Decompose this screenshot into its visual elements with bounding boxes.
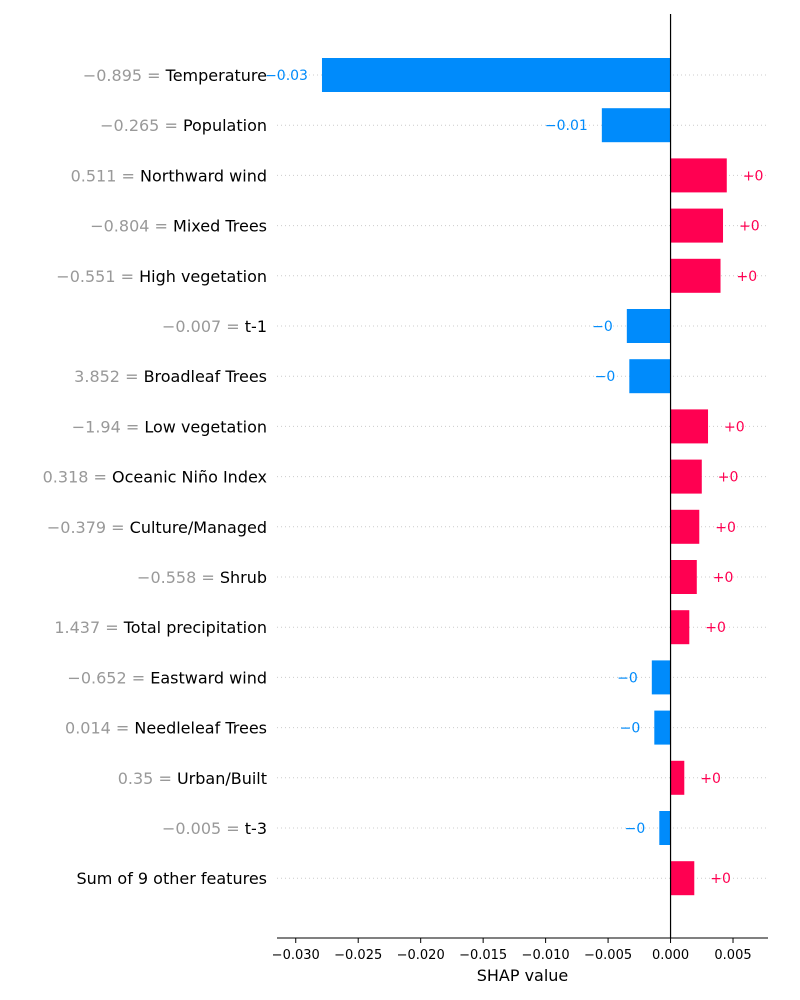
feature-label: 0.511 = Northward wind [71, 166, 267, 185]
feature-value: 0.014 = [65, 719, 134, 738]
bar-value-label: −0 [595, 369, 616, 385]
feature-value: 0.35 = [118, 769, 177, 788]
feature-label: −0.005 = t-3 [162, 819, 267, 838]
feature-name: Low vegetation [144, 417, 267, 436]
feature-label: −0.265 = Population [100, 116, 267, 135]
bar-value-label: −0.03 [265, 68, 308, 84]
feature-value: 0.511 = [71, 166, 140, 185]
bar [659, 811, 671, 845]
feature-label: −0.007 = t-1 [162, 317, 267, 336]
feature-label: −0.804 = Mixed Trees [90, 217, 267, 236]
feature-label: 0.35 = Urban/Built [118, 769, 267, 788]
x-tick-label: −0.005 [584, 948, 632, 963]
bar-value-label: +0 [700, 771, 721, 787]
bar-value-label: +0 [724, 419, 745, 435]
feature-label: −0.558 = Shrub [137, 568, 267, 587]
feature-value: −1.94 = [72, 417, 145, 436]
feature-name: Population [183, 116, 267, 135]
feature-label: 0.318 = Oceanic Niño Index [43, 468, 267, 487]
feature-value: 0.318 = [43, 468, 112, 487]
bar [670, 158, 727, 193]
bar [670, 861, 695, 896]
bar-value-label: −0 [592, 319, 613, 335]
x-axis-title: SHAP value [477, 966, 569, 985]
feature-name: Needleleaf Trees [134, 719, 267, 738]
bar-value-label: +0 [739, 219, 760, 235]
bar [670, 560, 697, 594]
bars [321, 58, 727, 896]
feature-name: Northward wind [140, 166, 267, 185]
feature-label: −0.551 = High vegetation [56, 267, 267, 286]
feature-label: −0.379 = Culture/Managed [47, 518, 267, 537]
bar [670, 509, 700, 544]
feature-name: Eastward wind [150, 668, 267, 687]
bar-value-label: +0 [737, 269, 758, 285]
feature-label: 0.014 = Needleleaf Trees [65, 719, 267, 738]
feature-value: −0.652 = [67, 668, 150, 687]
bar-value-label: +0 [710, 871, 731, 887]
x-tick-label: −0.020 [397, 948, 445, 963]
bar-value-label: +0 [705, 620, 726, 636]
feature-value: 3.852 = [74, 367, 143, 386]
feature-name: Shrub [220, 568, 267, 587]
feature-name: High vegetation [139, 267, 267, 286]
feature-label: −0.895 = Temperature [83, 66, 267, 85]
feature-labels: −0.03−0.895 = Temperature−0.01−0.265 = P… [43, 66, 764, 888]
feature-label: 3.852 = Broadleaf Trees [74, 367, 267, 386]
feature-name: Culture/Managed [130, 518, 267, 537]
feature-name: Total precipitation [123, 618, 267, 637]
bar [654, 710, 671, 745]
bar [670, 459, 702, 494]
bar [601, 108, 671, 143]
feature-value: −0.005 = [162, 819, 245, 838]
feature-name: t-3 [245, 819, 267, 838]
x-tick-label: 0.000 [652, 948, 689, 963]
bar-value-label: −0 [620, 721, 641, 737]
feature-name: Temperature [165, 66, 267, 85]
bar [629, 359, 671, 394]
bar-value-label: +0 [713, 570, 734, 586]
feature-value: −0.007 = [162, 317, 245, 336]
bar [670, 208, 724, 243]
bar [651, 660, 671, 695]
x-tick-label: −0.025 [334, 948, 382, 963]
feature-name: Broadleaf Trees [144, 367, 267, 386]
feature-label: −0.652 = Eastward wind [67, 668, 267, 687]
bar-value-label: +0 [718, 470, 739, 486]
feature-label: −1.94 = Low vegetation [72, 417, 267, 436]
feature-value: −0.379 = [47, 518, 130, 537]
x-tick-label: 0.005 [714, 948, 751, 963]
feature-value: −0.551 = [56, 267, 139, 286]
x-axis: −0.030 −0.025 −0.020 −0.015 −0.010 −0.005 0.00… [272, 937, 768, 963]
feature-label: Sum of 9 other features [76, 869, 267, 888]
feature-name: Mixed Trees [173, 217, 267, 236]
bar-value-label: −0 [617, 670, 638, 686]
feature-name: Oceanic Niño Index [112, 468, 267, 487]
x-tick-label: −0.030 [272, 948, 320, 963]
bar [670, 610, 690, 645]
bar-value-label: +0 [743, 168, 764, 184]
x-tick-label: −0.015 [459, 948, 507, 963]
bar [670, 258, 721, 293]
feature-value: −0.265 = [100, 116, 183, 135]
bar-value-label: −0.01 [545, 118, 588, 134]
bar [321, 58, 671, 92]
feature-value: −0.558 = [137, 568, 220, 587]
feature-value: −0.804 = [90, 217, 173, 236]
feature-label: 1.437 = Total precipitation [54, 618, 267, 637]
feature-name: t-1 [245, 317, 267, 336]
feature-value: 1.437 = [54, 618, 123, 637]
feature-name: Urban/Built [177, 769, 267, 788]
bar-value-label: +0 [715, 520, 736, 536]
feature-name: Sum of 9 other features [76, 869, 267, 888]
x-tick-label: −0.010 [522, 948, 570, 963]
feature-value: −0.895 = [83, 66, 166, 85]
bar-value-label: −0 [625, 821, 646, 837]
bar [626, 309, 671, 343]
bar [670, 760, 685, 795]
bar [670, 409, 709, 444]
